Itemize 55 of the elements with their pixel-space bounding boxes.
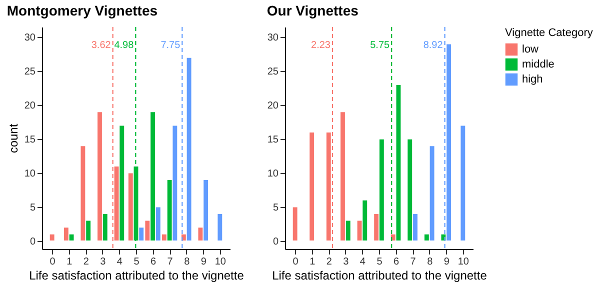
x-axis-title: Life satisfaction attributed to the vignette — [29, 268, 244, 282]
x-tick-label: 9 — [200, 256, 207, 268]
bar — [292, 206, 298, 242]
x-tick-label: 8 — [184, 256, 190, 268]
y-tick-label: 20 — [267, 100, 279, 112]
y-tick-label: 30 — [24, 32, 36, 44]
x-tick-label: 8 — [427, 256, 434, 268]
legend-label: low — [522, 44, 539, 56]
y-tick-label: 20 — [24, 100, 36, 112]
ref-line-label: 5.75 — [370, 40, 390, 51]
y-tick-label: 10 — [267, 168, 279, 180]
ref-line-label: 3.62 — [91, 40, 112, 51]
x-tick-label: 0 — [292, 256, 299, 268]
legend-title: Vignette Category — [505, 27, 594, 39]
y-axis-title: count — [6, 123, 20, 154]
y-tick-label: 15 — [267, 134, 279, 146]
x-tick-label: 1 — [310, 256, 316, 268]
y-tick-label: 5 — [30, 202, 36, 214]
x-tick-label: 7 — [410, 256, 416, 268]
y-tick-label: 30 — [267, 32, 279, 44]
bar — [49, 234, 55, 242]
x-tick-label: 9 — [444, 256, 450, 268]
x-tick-label: 1 — [66, 256, 73, 268]
y-tick-label: 10 — [24, 168, 36, 180]
x-tick-label: 3 — [343, 256, 350, 268]
y-tick-label: 0 — [30, 236, 36, 248]
ref-line-label: 4.98 — [114, 40, 134, 51]
x-tick-label: 2 — [326, 256, 332, 268]
x-tick-label: 4 — [116, 256, 123, 268]
y-tick-label: 15 — [24, 134, 36, 146]
x-tick-label: 6 — [394, 256, 400, 268]
x-tick-label: 5 — [134, 256, 140, 268]
ref-line-label: 2.23 — [311, 40, 331, 51]
legend-label: middle — [522, 58, 554, 70]
legend-label: high — [522, 74, 543, 86]
chart-title: Our Vignettes — [266, 2, 359, 18]
x-tick-label: 6 — [150, 256, 157, 268]
x-tick-label: 5 — [376, 256, 383, 268]
x-tick-label: 2 — [83, 256, 90, 268]
x-tick-label: 4 — [360, 256, 366, 268]
y-tick-label: 25 — [267, 66, 279, 78]
y-tick-label: 0 — [272, 236, 279, 248]
y-tick-label: 25 — [24, 66, 36, 78]
chart-title: Montgomery Vignettes — [6, 2, 158, 18]
ref-line-label: 7.75 — [160, 40, 181, 51]
x-axis-title: Life satisfaction attributed to the vignette — [272, 268, 488, 282]
x-tick-label: 7 — [167, 256, 174, 268]
x-tick-label: 3 — [100, 256, 106, 268]
x-tick-label: 10 — [214, 256, 226, 268]
y-tick-label: 5 — [272, 202, 279, 214]
bar — [309, 132, 315, 242]
x-tick-label: 10 — [458, 256, 470, 268]
ref-line-label: 8.92 — [423, 40, 444, 51]
bar — [460, 125, 466, 242]
x-tick-label: 0 — [50, 256, 56, 268]
